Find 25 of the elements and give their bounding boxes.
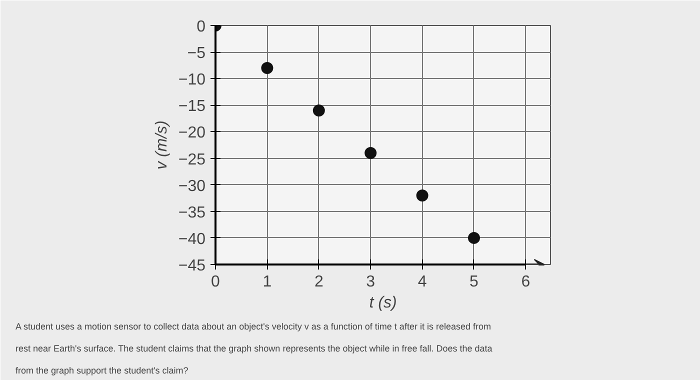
y-tick-label: −25: [178, 151, 206, 168]
point: [468, 232, 480, 244]
y-tick-label: −10: [178, 72, 206, 89]
y-axis-title: v (m/s): [153, 120, 170, 170]
y-tick-label: −15: [178, 98, 206, 116]
y-tick-label: −5: [187, 45, 206, 62]
y-tick-label: −40: [178, 230, 206, 248]
y-tick-label: −35: [178, 204, 206, 222]
x-tick-label: 4: [418, 274, 427, 290]
x-tick-label: 2: [314, 274, 324, 290]
x-tick-label: 1: [262, 274, 272, 290]
point: [261, 62, 274, 74]
point: [364, 146, 377, 159]
x-axis-title: t (s): [369, 294, 397, 312]
y-tick-label: −30: [178, 178, 206, 195]
point: [312, 104, 325, 116]
y-tick-label: −20: [178, 124, 206, 142]
y-tick-label: 0: [196, 18, 206, 36]
point: [416, 189, 428, 202]
x-tick-label: 0: [211, 274, 220, 290]
x-tick-label: 6: [521, 274, 530, 290]
text: A student uses a motion sensor to collect data about an object's velocity v as a function of time t after it is released from rest near Earth's surface. The student claims that the graph shown represents the object while in free fall. Does the data from the graph support the student's claim?: [16, 322, 492, 376]
x-tick-label: 5: [470, 274, 479, 290]
x-tick-label: 3: [366, 274, 376, 290]
y-tick-label: −45: [178, 258, 206, 274]
